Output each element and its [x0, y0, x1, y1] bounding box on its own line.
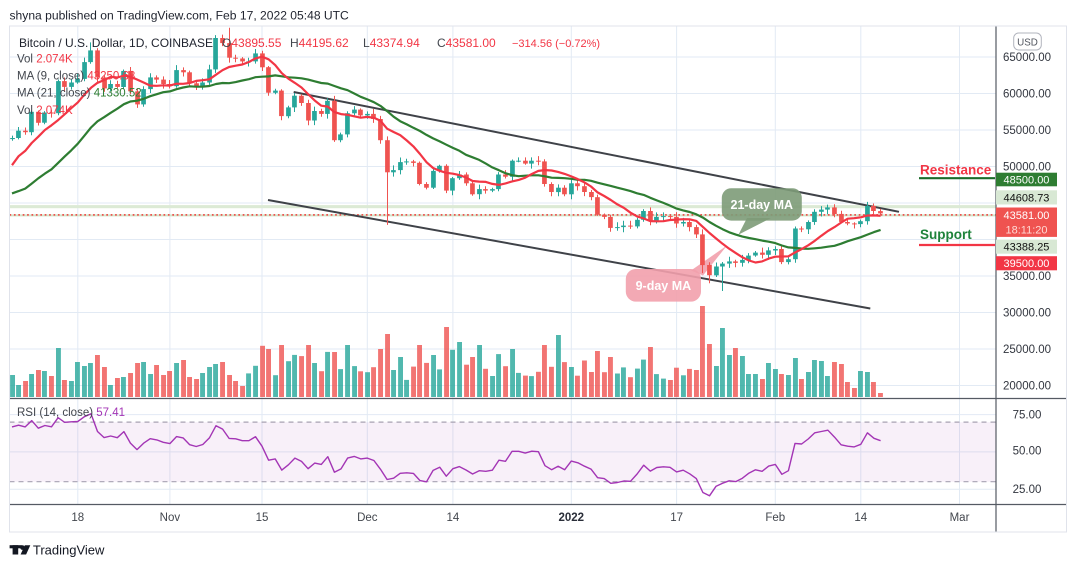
- svg-text:Nov: Nov: [160, 512, 181, 524]
- svg-text:Vol 2.074K: Vol 2.074K: [17, 54, 73, 66]
- svg-text:17: 17: [670, 512, 683, 524]
- svg-text:Mar: Mar: [950, 512, 970, 524]
- svg-text:9-day MA: 9-day MA: [636, 279, 692, 293]
- svg-text:Support: Support: [920, 227, 972, 242]
- svg-text:21-day MA: 21-day MA: [731, 198, 794, 212]
- svg-text:65000.00: 65000.00: [1003, 52, 1051, 64]
- svg-text:18:11:20: 18:11:20: [1005, 225, 1047, 237]
- svg-text:14: 14: [854, 512, 867, 524]
- svg-text:TradingView: TradingView: [33, 543, 105, 558]
- svg-text:20000.00: 20000.00: [1003, 380, 1051, 392]
- svg-text:O43895.55: O43895.55: [222, 36, 282, 50]
- svg-text:H44195.62: H44195.62: [290, 36, 349, 50]
- svg-text:44608.73: 44608.73: [1004, 192, 1050, 204]
- svg-text:MA (21, close) 41330.52: MA (21, close) 41330.52: [17, 88, 142, 100]
- svg-text:C43581.00: C43581.00: [437, 36, 496, 50]
- svg-text:15: 15: [256, 512, 269, 524]
- svg-text:14: 14: [447, 512, 460, 524]
- svg-text:Dec: Dec: [357, 512, 378, 524]
- svg-text:35000.00: 35000.00: [1003, 271, 1051, 283]
- svg-text:60000.00: 60000.00: [1003, 88, 1051, 100]
- svg-text:50000.00: 50000.00: [1003, 161, 1051, 173]
- svg-text:50.00: 50.00: [1013, 445, 1042, 457]
- svg-text:18: 18: [71, 512, 84, 524]
- svg-text:43581.00: 43581.00: [1004, 210, 1050, 222]
- svg-text:Feb: Feb: [765, 512, 785, 524]
- svg-text:MA (9, close) 43250.68: MA (9, close) 43250.68: [17, 71, 135, 83]
- svg-text:48500.00: 48500.00: [1004, 174, 1050, 186]
- svg-text:Bitcoin / U.S. Dollar, 1D, COI: Bitcoin / U.S. Dollar, 1D, COINBASE: [19, 36, 213, 50]
- svg-text:55000.00: 55000.00: [1003, 125, 1051, 137]
- svg-text:2022: 2022: [559, 512, 585, 524]
- svg-text:25000.00: 25000.00: [1003, 344, 1051, 356]
- svg-text:USD: USD: [1017, 37, 1038, 48]
- svg-text:L43374.94: L43374.94: [363, 36, 420, 50]
- svg-text:Vol 2.074K: Vol 2.074K: [17, 105, 73, 117]
- svg-text:RSI (14, close) 57.41: RSI (14, close) 57.41: [17, 407, 125, 419]
- svg-text:39500.00: 39500.00: [1004, 258, 1050, 270]
- svg-text:30000.00: 30000.00: [1003, 307, 1051, 319]
- svg-text:−314.56 (−0.72%): −314.56 (−0.72%): [512, 38, 600, 50]
- svg-text:25.00: 25.00: [1013, 484, 1042, 496]
- svg-text:shyna published on TradingView: shyna published on TradingView.com, Feb …: [10, 9, 350, 23]
- svg-text:Resistance: Resistance: [920, 163, 992, 178]
- svg-text:75.00: 75.00: [1013, 410, 1042, 422]
- svg-text:43388.25: 43388.25: [1004, 242, 1050, 254]
